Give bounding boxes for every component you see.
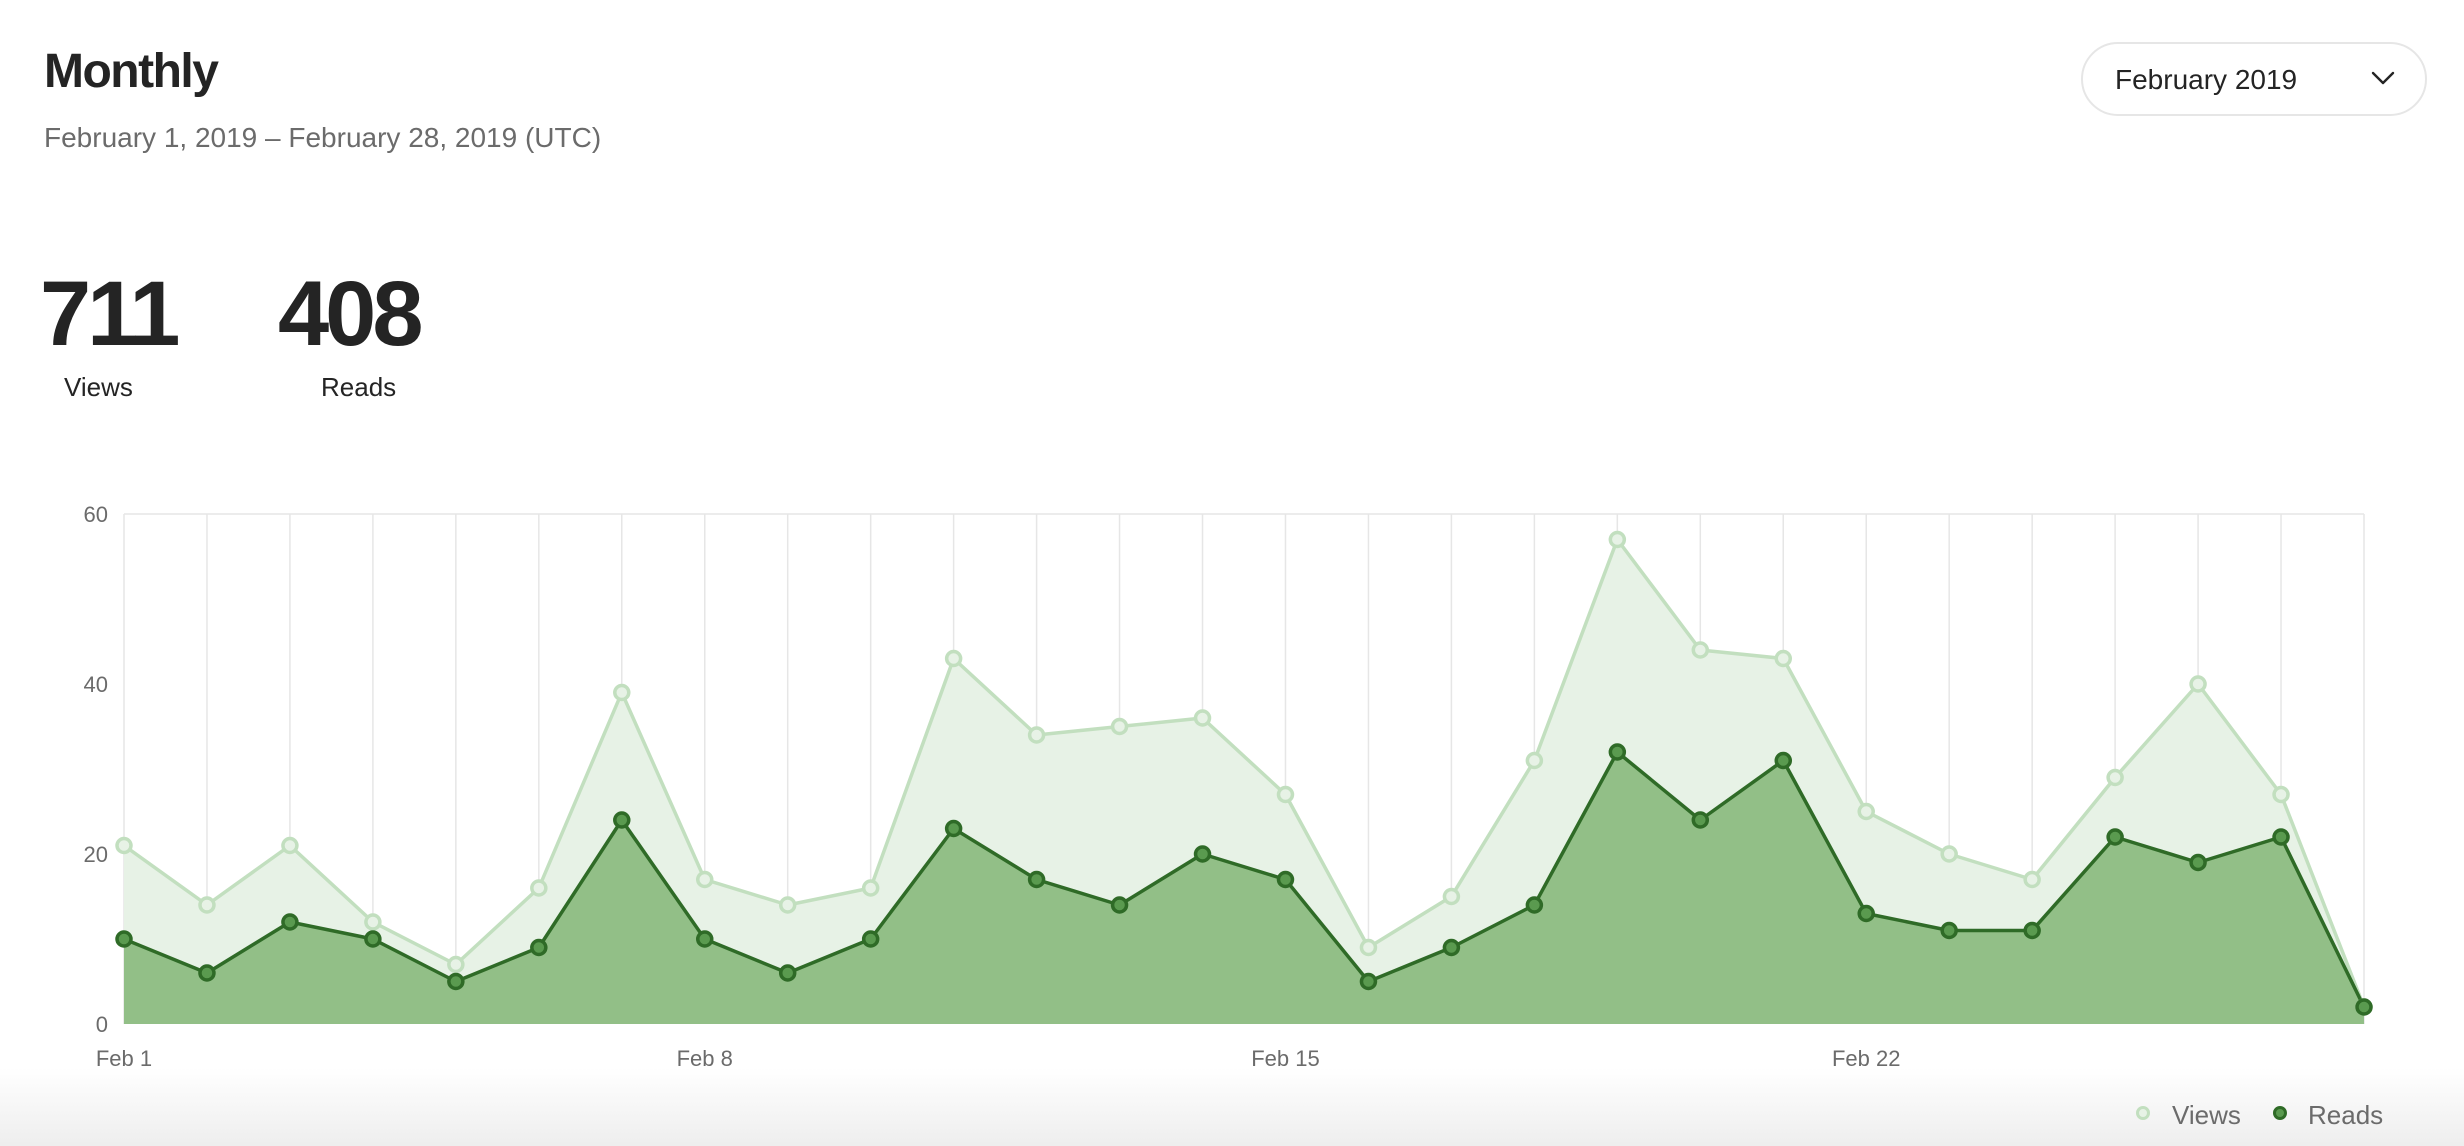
- reads-point: [198, 964, 216, 982]
- reads-point: [695, 930, 714, 948]
- views-reads-chart: 0 20 40 60 Feb 1 Feb 8 Feb 15 Feb 22: [84, 502, 2373, 1071]
- views-point: [1940, 845, 1958, 863]
- reads-point: [1276, 870, 1295, 889]
- y-tick-label: 0: [96, 1012, 108, 1037]
- views-point: [530, 879, 548, 897]
- views-point: [1691, 641, 1710, 659]
- reads-point: [1608, 743, 1627, 761]
- reads-area: [124, 752, 2364, 1024]
- month-select-value: February 2019: [2115, 64, 2298, 95]
- views-point: [1359, 938, 1378, 957]
- reads-point: [1193, 845, 1212, 863]
- reads-point: [530, 938, 548, 957]
- reads-point: [1774, 751, 1793, 770]
- reads-point: [861, 930, 880, 948]
- chevron-down-icon: [2371, 71, 2395, 85]
- views-point: [613, 683, 631, 702]
- views-point: [364, 913, 382, 931]
- views-point: [447, 955, 465, 974]
- views-point: [2023, 870, 2041, 889]
- reads-label: Reads: [321, 372, 397, 402]
- views-point: [1774, 649, 1793, 668]
- views-label: Views: [64, 372, 133, 402]
- x-tick-label: Feb 15: [1251, 1046, 1320, 1071]
- reads-point: [613, 811, 631, 829]
- reads-point: [1027, 870, 1046, 889]
- views-line: [122, 537, 2366, 1008]
- reads-point: [778, 964, 797, 982]
- x-tick-label: Feb 8: [677, 1046, 733, 1071]
- reads-point: [2106, 828, 2124, 846]
- date-range: February 1, 2019 – February 28, 2019 (UT…: [44, 122, 602, 153]
- views-point: [1276, 785, 1295, 804]
- reads-point: [115, 930, 133, 948]
- reads-point: [1359, 972, 1378, 991]
- legend-views-label: Views: [2172, 1100, 2241, 1130]
- views-point: [1608, 530, 1627, 549]
- reads-point: [2355, 998, 2373, 1016]
- y-tick-label: 60: [84, 502, 108, 527]
- reads-point: [1525, 896, 1544, 914]
- reads-point: [2272, 828, 2290, 846]
- legend-reads-label: Reads: [2308, 1100, 2384, 1130]
- views-point: [198, 896, 216, 914]
- reads-line: [123, 750, 2366, 1008]
- y-tick-label: 20: [84, 842, 108, 867]
- views-point: [695, 870, 714, 889]
- views-point: [2189, 675, 2207, 693]
- views-point: [1193, 709, 1212, 727]
- views-point: [944, 649, 963, 668]
- views-point: [2106, 768, 2124, 787]
- views-count: 711: [40, 263, 180, 365]
- legend-reads-marker: [2273, 1106, 2287, 1120]
- views-point: [1110, 717, 1129, 736]
- reads-count: 408: [278, 263, 423, 365]
- views-point: [1525, 751, 1544, 770]
- chart-legend: Views Reads: [2136, 1098, 2456, 1132]
- reads-point: [2023, 921, 2041, 940]
- legend-views-marker: [2136, 1106, 2150, 1120]
- x-tick-label: Feb 22: [1832, 1046, 1901, 1071]
- reads-point: [1110, 896, 1129, 914]
- views-point: [861, 879, 880, 897]
- reads-point: [1691, 811, 1710, 829]
- views-point: [1027, 726, 1046, 744]
- reads-point: [944, 819, 963, 838]
- reads-point: [447, 972, 465, 991]
- views-point: [778, 896, 797, 914]
- reads-point: [1857, 904, 1875, 923]
- views-point: [115, 836, 133, 855]
- reads-point: [2189, 853, 2207, 872]
- page-title: Monthly: [44, 45, 219, 98]
- reads-point: [281, 913, 299, 931]
- views-point: [1857, 802, 1875, 821]
- views-point: [281, 836, 299, 855]
- reads-point: [1940, 921, 1958, 940]
- reads-point: [1442, 938, 1461, 957]
- y-tick-label: 40: [84, 672, 108, 697]
- x-tick-label: Feb 1: [96, 1046, 152, 1071]
- reads-point: [364, 930, 382, 948]
- month-select[interactable]: February 2019: [2081, 42, 2427, 116]
- views-point: [2272, 785, 2290, 804]
- views-point: [1442, 887, 1461, 906]
